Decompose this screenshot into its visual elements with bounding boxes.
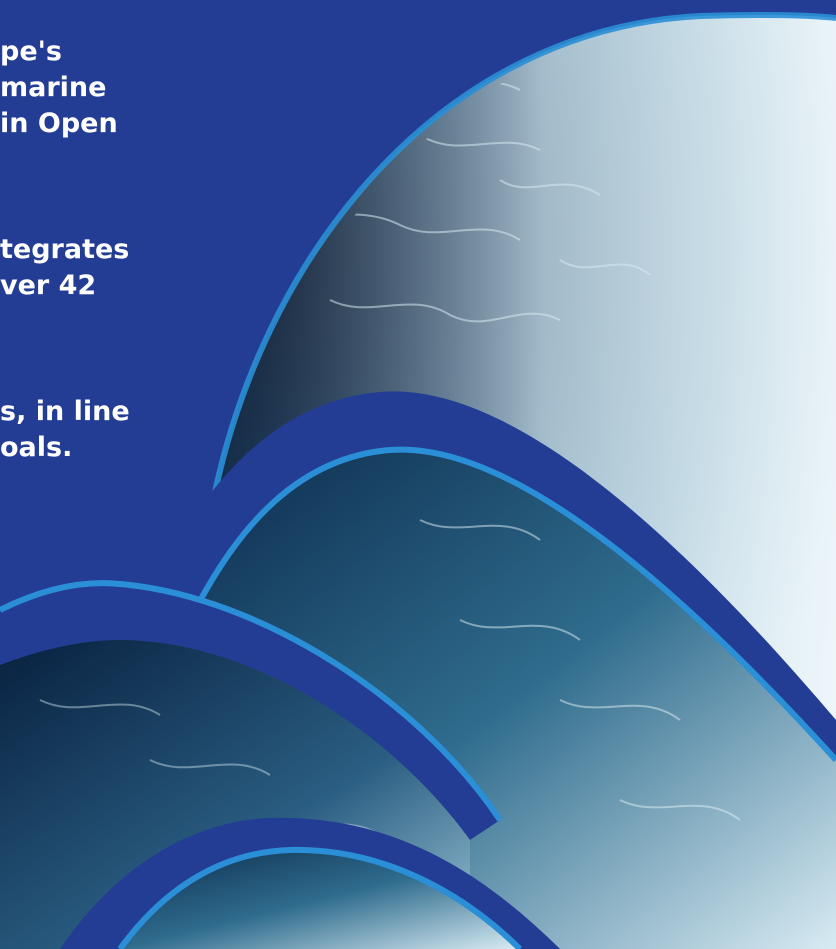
text-line-3: in Open xyxy=(0,108,118,139)
blue-band-middle xyxy=(150,391,836,760)
bottom-wave-photo xyxy=(120,849,520,949)
middle-wave-photo xyxy=(190,449,836,949)
text-line-2: marine xyxy=(0,72,107,103)
text-line-6: s, in line xyxy=(0,396,130,427)
text-line-1: pe's xyxy=(0,36,62,67)
text-line-5: ver 42 xyxy=(0,270,97,301)
text-line-7: oals. xyxy=(0,432,73,463)
text-line-4: tegrates xyxy=(0,234,130,265)
